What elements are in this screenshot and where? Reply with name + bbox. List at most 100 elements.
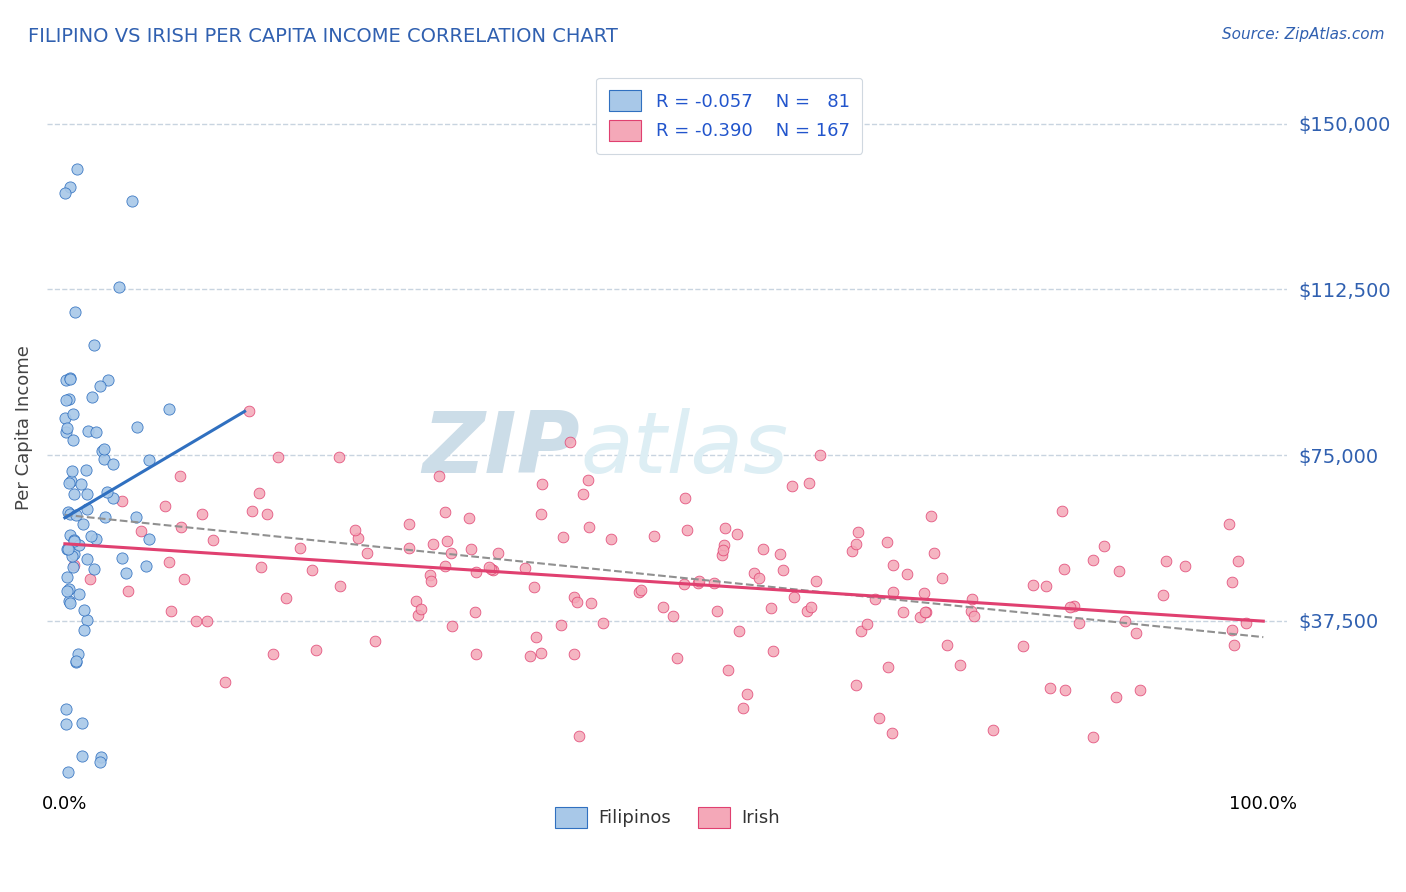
Point — [673, 491, 696, 506]
Point — [173, 572, 195, 586]
Point — [125, 509, 148, 524]
Point — [72, 716, 94, 731]
Point — [191, 507, 214, 521]
Point — [457, 511, 479, 525]
Point — [411, 602, 433, 616]
Point — [436, 533, 458, 548]
Point — [922, 547, 945, 561]
Point — [55, 584, 77, 599]
Point — [1081, 553, 1104, 567]
Point — [157, 401, 180, 416]
Point — [1154, 554, 1177, 568]
Point — [108, 280, 131, 294]
Point — [915, 605, 938, 619]
Point — [55, 373, 77, 387]
Point — [65, 654, 87, 668]
Point — [845, 537, 868, 551]
Point — [117, 584, 139, 599]
Point — [523, 580, 546, 594]
Point — [876, 660, 898, 674]
Point — [86, 532, 108, 546]
Point — [465, 565, 488, 579]
Point — [433, 505, 456, 519]
Point — [75, 463, 97, 477]
Point — [76, 425, 98, 439]
Point — [592, 615, 614, 630]
Point — [101, 491, 124, 505]
Point — [1223, 638, 1246, 652]
Point — [769, 547, 792, 561]
Point — [301, 563, 323, 577]
Point — [398, 516, 420, 531]
Point — [553, 530, 575, 544]
Point — [79, 572, 101, 586]
Point — [1129, 683, 1152, 698]
Point — [717, 663, 740, 677]
Point — [578, 520, 600, 534]
Point — [579, 596, 602, 610]
Point — [58, 594, 80, 608]
Point — [748, 571, 770, 585]
Point — [727, 624, 749, 638]
Point — [276, 591, 298, 606]
Point — [481, 563, 503, 577]
Point — [84, 425, 107, 439]
Point — [214, 674, 236, 689]
Point — [66, 161, 89, 176]
Point — [160, 604, 183, 618]
Point — [56, 764, 79, 779]
Point — [846, 524, 869, 539]
Point — [125, 420, 148, 434]
Point — [62, 549, 84, 563]
Point — [742, 566, 765, 580]
Point — [703, 576, 725, 591]
Point — [55, 186, 77, 200]
Point — [62, 560, 84, 574]
Point — [486, 546, 509, 560]
Point — [65, 305, 87, 319]
Point — [364, 633, 387, 648]
Point — [170, 520, 193, 534]
Point — [55, 421, 77, 435]
Point — [711, 542, 734, 557]
Point — [59, 179, 82, 194]
Point — [856, 616, 879, 631]
Text: atlas: atlas — [581, 408, 789, 491]
Point — [58, 505, 80, 519]
Point — [783, 590, 806, 604]
Text: FILIPINO VS IRISH PER CAPITA INCOME CORRELATION CHART: FILIPINO VS IRISH PER CAPITA INCOME CORR… — [28, 27, 619, 45]
Point — [1053, 561, 1076, 575]
Point — [714, 521, 737, 535]
Point — [69, 586, 91, 600]
Point — [882, 558, 904, 572]
Point — [662, 608, 685, 623]
Point — [1063, 599, 1085, 614]
Point — [896, 566, 918, 581]
Point — [513, 560, 536, 574]
Point — [465, 647, 488, 661]
Point — [1125, 626, 1147, 640]
Point — [328, 450, 350, 464]
Point — [1234, 616, 1257, 631]
Point — [550, 618, 572, 632]
Point — [67, 538, 90, 552]
Point — [675, 523, 697, 537]
Point — [908, 610, 931, 624]
Point — [751, 542, 773, 557]
Point — [62, 434, 84, 448]
Point — [406, 607, 429, 622]
Point — [530, 508, 553, 522]
Point — [76, 502, 98, 516]
Point — [479, 562, 502, 576]
Point — [876, 534, 898, 549]
Point — [59, 475, 82, 489]
Point — [63, 558, 86, 572]
Point — [914, 605, 936, 619]
Point — [240, 504, 263, 518]
Point — [70, 476, 93, 491]
Point — [643, 529, 665, 543]
Point — [267, 450, 290, 465]
Point — [169, 469, 191, 483]
Y-axis label: Per Capita Income: Per Capita Income — [15, 345, 32, 510]
Point — [76, 613, 98, 627]
